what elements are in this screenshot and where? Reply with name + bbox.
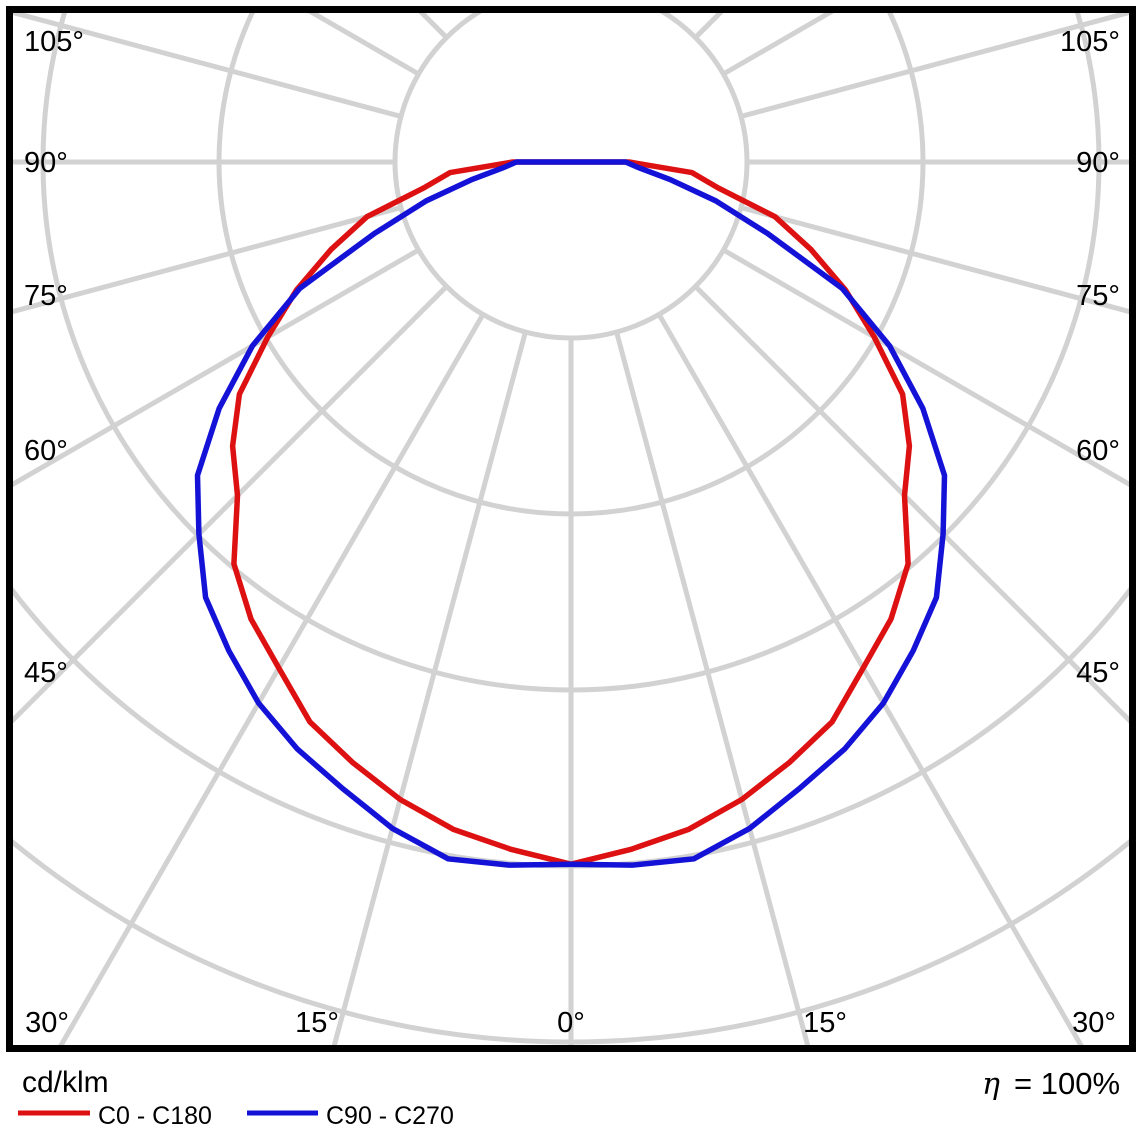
angle-label-bottom: 30°: [25, 1007, 69, 1039]
grid-radial-line: [656, 313, 1086, 1048]
angle-labels: 105° 90° 75° 60° 45° 105° 90° 75° 60° 45° 30° 15° 0°…: [24, 26, 1120, 1039]
curve-c90-c270: [194, 159, 948, 868]
angle-label-bottom: 30°: [1072, 1007, 1116, 1039]
angle-label-left: 75°: [24, 280, 68, 312]
angle-label-bottom: 15°: [803, 1007, 847, 1039]
legend-label-c0-c180: C0 - C180: [98, 1102, 212, 1130]
grid-radial-line: [13, 205, 402, 315]
angle-label-right: 75°: [1076, 280, 1120, 312]
grid-radial-line: [13, 284, 449, 724]
efficiency-symbol: η: [982, 1067, 1000, 1102]
grid-radial-line: [740, 13, 1129, 119]
angle-label-left: 60°: [24, 435, 68, 467]
legend: cd/klm C0 - C180 C90 - C270 η = 100%: [18, 1066, 1120, 1130]
grid-ring: [392, 13, 750, 341]
angle-label-right: 105°: [1060, 26, 1120, 58]
intensity-curves: [194, 159, 948, 868]
angle-label-right: 45°: [1076, 657, 1120, 689]
angle-label-bottom: 0°: [557, 1007, 585, 1039]
grid-radial-line: [722, 247, 1129, 488]
angle-label-bottom: 15°: [295, 1007, 339, 1039]
angle-label-right: 90°: [1076, 147, 1120, 179]
grid-radial-line: [56, 313, 486, 1048]
efficiency-value: = 100%: [1014, 1066, 1120, 1101]
grid-radial-line: [693, 284, 1129, 724]
angle-label-left: 90°: [24, 147, 68, 179]
angle-label-right: 60°: [1076, 435, 1120, 467]
angle-label-left: 45°: [24, 657, 68, 689]
legend-label-c90-c270: C90 - C270: [326, 1102, 454, 1130]
grid-radial-line: [614, 331, 811, 1048]
grid-radial-line: [331, 331, 528, 1048]
grid-radial-line: [13, 13, 402, 119]
unit-label: cd/klm: [22, 1066, 109, 1099]
plot-border: [6, 6, 1136, 1052]
angle-label-left: 105°: [24, 26, 84, 58]
grid-radial-line: [13, 247, 420, 488]
grid-radial-line: [740, 205, 1129, 315]
